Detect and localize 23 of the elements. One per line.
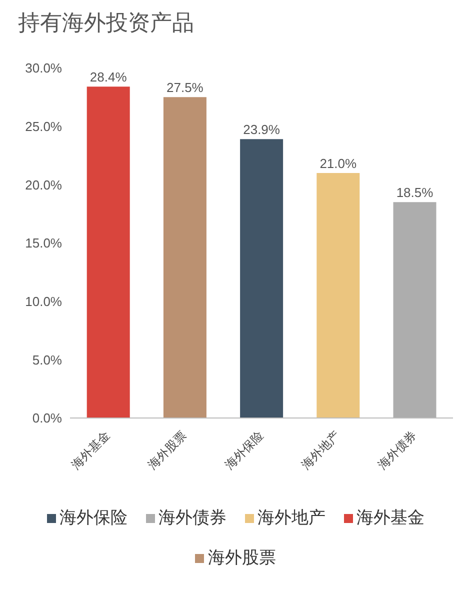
y-tick-label: 15.0% xyxy=(25,236,62,251)
y-tick-label: 5.0% xyxy=(32,352,62,368)
x-tick-label: 海外基金 xyxy=(68,428,113,472)
data-label: 27.5% xyxy=(166,80,204,96)
data-label: 23.9% xyxy=(243,122,280,138)
data-label: 28.4% xyxy=(90,70,128,85)
x-tick-label: 海外地产 xyxy=(298,428,342,472)
legend-label: 海外债券 xyxy=(158,508,226,527)
y-tick-label: 10.0% xyxy=(25,294,62,309)
legend-label: 海外基金 xyxy=(356,508,424,527)
legend-label: 海外保险 xyxy=(60,508,128,527)
y-tick-label: 25.0% xyxy=(25,118,62,134)
y-tick-label: 0.0% xyxy=(32,410,62,426)
legend-label: 海外地产 xyxy=(258,508,326,527)
data-label: 21.0% xyxy=(320,156,358,171)
x-tick-label: 海外股票 xyxy=(145,428,190,472)
data-label: 18.5% xyxy=(396,185,434,200)
x-tick-label: 海外债券 xyxy=(375,428,420,472)
chart-title: 持有海外投资产品 xyxy=(18,9,195,37)
legend-label: 海外股票 xyxy=(208,548,276,567)
y-tick-label: 20.0% xyxy=(25,177,62,192)
y-tick-label: 30.0% xyxy=(25,60,62,76)
x-tick-label: 海外保险 xyxy=(222,428,266,472)
